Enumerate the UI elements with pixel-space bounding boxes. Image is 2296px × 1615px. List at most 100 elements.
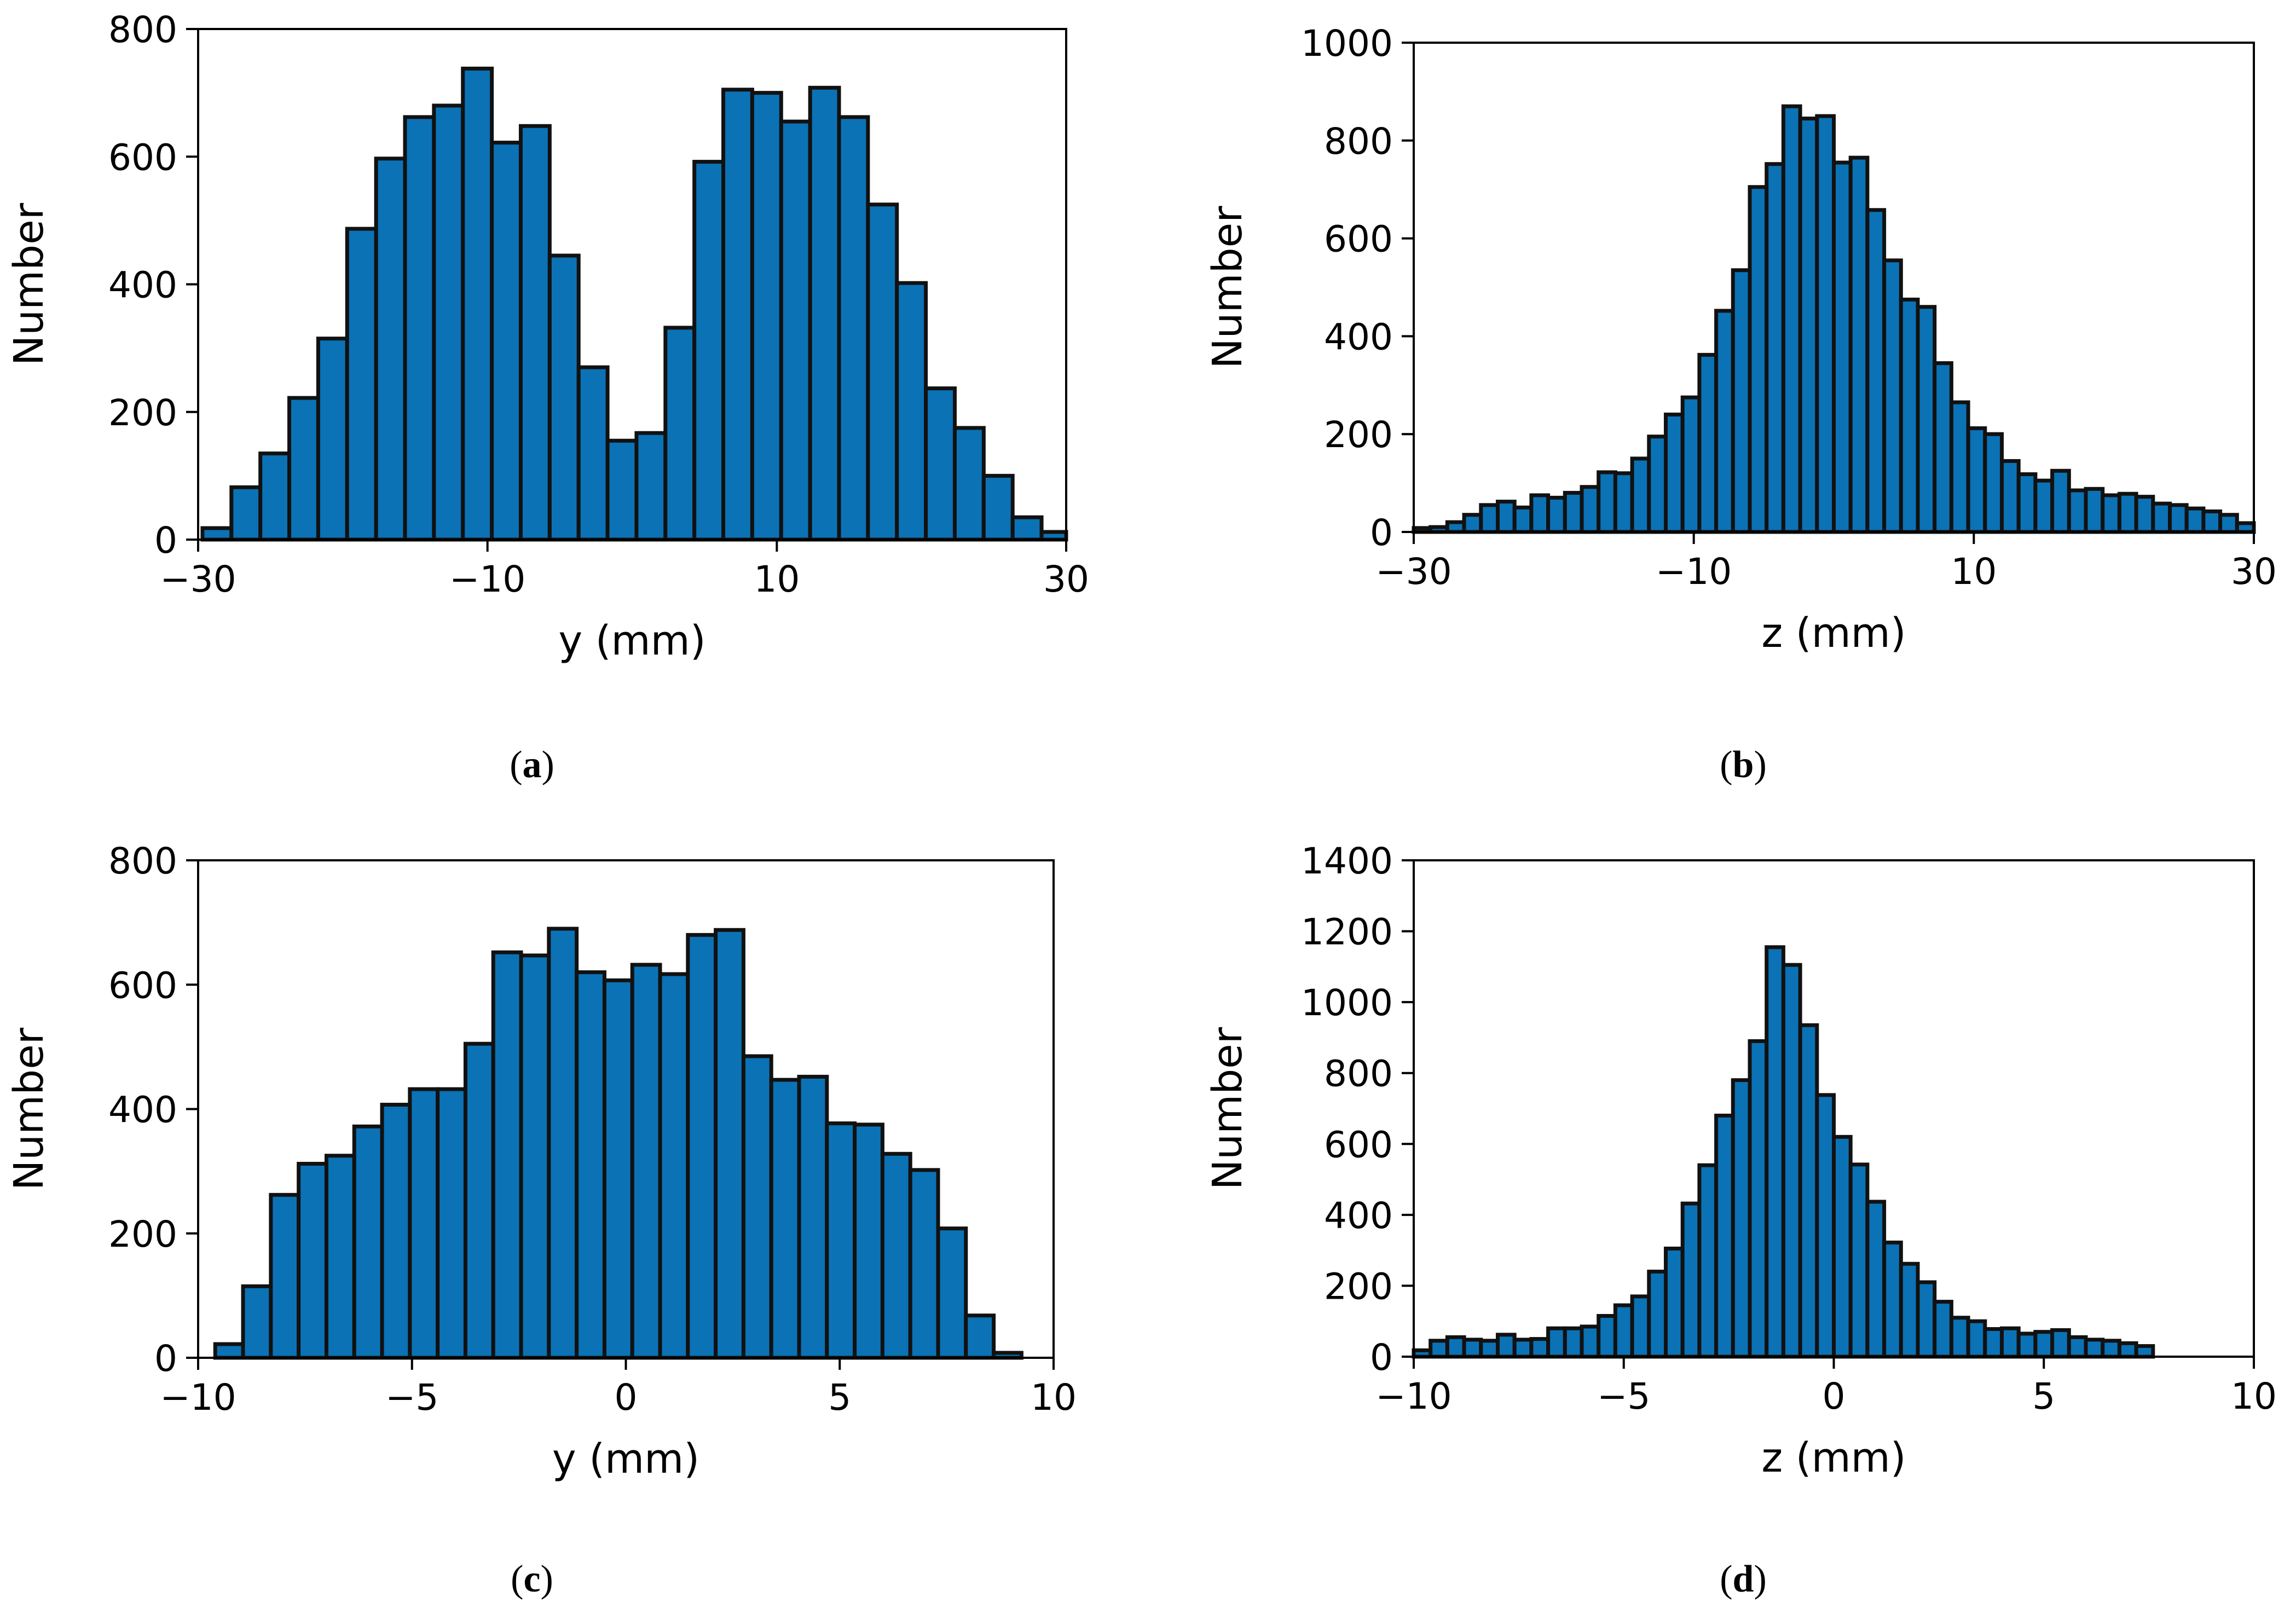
histogram-bar [1848, 155, 1870, 534]
x-tick-label: 30 [1043, 558, 1089, 600]
histogram-bar [1899, 297, 1920, 534]
histogram-bar [634, 431, 668, 542]
histogram-bar [692, 160, 726, 542]
histogram-bar [825, 1121, 857, 1360]
histogram-bar [2050, 1328, 2071, 1359]
histogram-bar [1815, 1093, 1836, 1359]
histogram-bar [200, 526, 234, 542]
histogram-bar [518, 124, 552, 542]
x-tick-label: −10 [1656, 551, 1732, 593]
x-tick-label: 0 [1823, 1375, 1846, 1417]
histogram-bar [2201, 509, 2223, 534]
x-tick-label: 5 [2032, 1375, 2055, 1417]
histogram-bar [2168, 503, 2189, 534]
x-tick-label: 5 [828, 1376, 851, 1419]
histogram-bar [352, 1124, 384, 1360]
histogram-bar [1949, 1316, 1970, 1359]
histogram-bar [1983, 432, 2004, 534]
x-tick-label: −10 [160, 1376, 236, 1419]
histogram-bar [2151, 501, 2172, 534]
histogram-bar [1546, 1326, 1567, 1359]
histogram-bar [1714, 1113, 1735, 1359]
histogram-bar [1664, 412, 1685, 534]
y-tick-label: 400 [1324, 1195, 1393, 1237]
histogram-bar [1479, 1339, 1500, 1359]
histogram-bar [1680, 1201, 1702, 1359]
histogram-bar [461, 66, 494, 542]
panel-caption: (d) [1720, 1558, 1767, 1600]
histogram-bar [750, 91, 783, 542]
y-tick-label: 0 [1370, 1336, 1393, 1379]
y-tick-label: 1000 [1301, 982, 1393, 1024]
panel-caption-letter: d [1733, 1558, 1754, 1600]
y-tick-label: 600 [1324, 218, 1393, 261]
histogram-bar [1613, 471, 1634, 534]
histogram-bar [1714, 309, 1735, 534]
y-tick-label: 1400 [1301, 840, 1393, 882]
histogram-bar [1966, 426, 1987, 534]
panel-b: −30 −10 10 30 0 200 400 600 800 1000 z (mm) Number (… [1204, 22, 2277, 786]
histogram-bar [837, 115, 870, 542]
histogram-bar [432, 103, 465, 542]
histogram-bar [2067, 1335, 2088, 1359]
x-tick-label: 10 [2231, 1375, 2277, 1417]
panel-caption: (a) [510, 744, 554, 786]
histogram-bar [2084, 1338, 2105, 1359]
histogram-bar [1496, 500, 1517, 534]
histogram-bar [1010, 515, 1044, 542]
axes-frame [1413, 42, 2255, 533]
histogram-bar [1865, 208, 1887, 534]
panel-a: −30 −10 10 30 0 200 400 600 800 y (mm) Number (a) [5, 9, 1089, 786]
histogram-bar [1966, 1319, 1987, 1359]
y-tick-label: 800 [1324, 1053, 1393, 1095]
panel-caption-letter: c [523, 1558, 540, 1600]
histogram-bar [297, 1161, 328, 1360]
histogram-bar [605, 438, 639, 542]
histogram-bar [908, 1168, 940, 1360]
histogram-bar [602, 978, 634, 1360]
histogram-bar [1630, 1294, 1651, 1359]
histogram-bar [1697, 1163, 1719, 1359]
x-tick-label: −10 [1375, 1375, 1451, 1417]
x-tick-label: −5 [385, 1376, 438, 1419]
histogram-bar [1949, 400, 1970, 534]
histogram-bar [519, 953, 551, 1360]
y-tick-label: 600 [108, 964, 177, 1006]
histogram-bar [1529, 493, 1551, 534]
histogram-bar [403, 115, 436, 542]
histogram-bar [1546, 495, 1567, 534]
histogram-bar [1832, 160, 1853, 534]
histogram-bar [1462, 513, 1483, 534]
histogram-bar [345, 227, 378, 542]
histogram-bar [1865, 1200, 1887, 1359]
histogram-bar [287, 396, 320, 542]
histogram-bar [241, 1284, 273, 1360]
histogram-bar [575, 970, 606, 1360]
histogram-bar [1597, 470, 1617, 534]
x-tick-label: −30 [160, 558, 236, 600]
panel-caption-letter: a [523, 744, 542, 786]
histogram-bar [2050, 468, 2071, 534]
y-axis-label: Number [1204, 1027, 1251, 1190]
histogram-bar [2084, 487, 2105, 534]
histogram-bar [895, 281, 928, 542]
y-tick-label: 200 [1324, 414, 1393, 456]
y-tick-label: 600 [108, 136, 177, 178]
histogram-bar [1798, 117, 1819, 534]
histogram-bar [658, 972, 690, 1360]
y-tick-label: 200 [108, 392, 177, 434]
y-tick-label: 0 [1370, 512, 1393, 554]
histogram-bar [2218, 513, 2239, 534]
histogram-bar [2184, 506, 2206, 534]
y-axis-label: Number [5, 202, 53, 366]
histogram-bar [1529, 1337, 1551, 1359]
histogram-bar [2235, 521, 2256, 534]
histogram-bar [1748, 1039, 1769, 1359]
histogram-bar [936, 1226, 968, 1360]
y-tick-label: 1200 [1301, 911, 1393, 953]
histogram-bar [490, 141, 523, 542]
histogram-bar [1563, 490, 1584, 534]
histogram-bar [1933, 361, 1953, 534]
histogram-bar [1039, 530, 1068, 542]
histogram-bar [2117, 1341, 2138, 1359]
